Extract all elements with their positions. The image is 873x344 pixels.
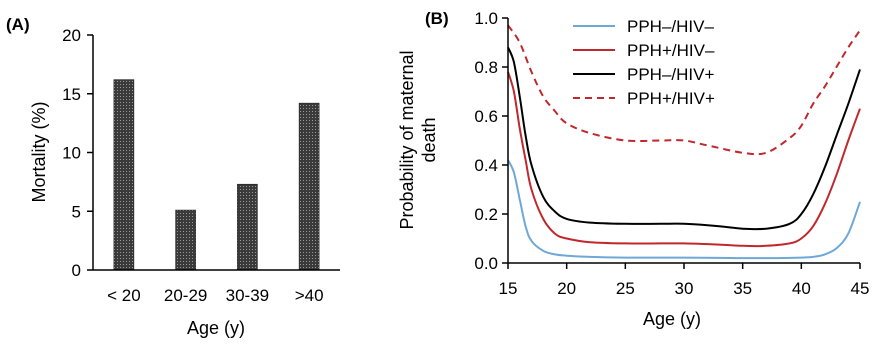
panel-a-y-ticks: 0 5 10 15 20 [62,26,93,280]
panel-b-x-axis-title: Age (y) [643,309,701,329]
panel-b-label: (B) [425,9,449,28]
bar-0 [113,79,135,271]
x-tick-label-0: < 20 [107,286,141,305]
bar-3 [298,102,320,271]
panel-a-label: (A) [6,15,30,34]
panel-b-x-ticks: 15 20 25 30 35 40 45 [499,263,870,298]
panel-a-y-axis-title: Mortality (%) [29,101,49,202]
bar-2 [237,183,258,271]
panel-b-y-axis-title-line1: Probability of maternal [397,50,417,229]
panel-b-legend: PPH–/HIV– PPH+/HIV– PPH–/HIV+ PPH+/HIV+ [573,17,715,108]
panel-b-y-ticks: 0.0 0.2 0.4 0.6 0.8 1.0 [474,9,508,273]
panel-b-lines [507,24,861,260]
bar-1 [175,209,196,271]
x-tick-label-3: >40 [295,286,324,305]
legend-label-2: PPH–/HIV+ [627,65,714,84]
series-line-3 [507,24,861,156]
legend-label-3: PPH+/HIV+ [627,89,715,108]
b-y-tick-label-4: 0.8 [474,58,498,77]
y-tick-label-0: 0 [72,261,81,280]
y-tick-label-4: 20 [62,26,81,45]
b-x-tick-label-2: 25 [616,279,635,298]
panel-b-line-chart: (B) 0.0 0.2 0.4 0.6 0.8 1.0 15 20 25 30 35 40 45 Pr… [397,9,869,329]
panel-a-bar-chart: (A) 0 5 10 15 20 < 20 20-29 30-39 >40 Mortality… [6,15,340,338]
series-line-1 [507,71,861,248]
b-x-tick-label-3: 30 [675,279,694,298]
b-y-tick-label-3: 0.6 [474,107,498,126]
panel-b-y-axis-title-line2: death [419,117,439,162]
b-y-tick-label-1: 0.2 [474,205,498,224]
b-x-tick-label-0: 15 [499,279,518,298]
b-y-tick-label-2: 0.4 [474,156,498,175]
y-tick-label-3: 15 [62,85,81,104]
legend-label-1: PPH+/HIV– [627,41,715,60]
panel-a-bars [113,79,320,271]
b-x-tick-label-6: 45 [851,279,870,298]
y-tick-label-1: 5 [72,202,81,221]
b-x-tick-label-4: 35 [733,279,752,298]
x-tick-label-2: 30-39 [226,286,269,305]
panel-a-x-ticks: < 20 20-29 30-39 >40 [107,286,323,305]
x-tick-label-1: 20-29 [164,286,207,305]
b-x-tick-label-5: 40 [792,279,811,298]
series-line-2 [507,46,861,231]
legend-label-0: PPH–/HIV– [627,17,714,36]
b-x-tick-label-1: 20 [557,279,576,298]
b-y-tick-label-0: 0.0 [474,254,498,273]
panel-a-x-axis-title: Age (y) [187,318,245,338]
b-y-tick-label-5: 1.0 [474,9,498,28]
series-line-0 [507,159,861,260]
y-tick-label-2: 10 [62,144,81,163]
